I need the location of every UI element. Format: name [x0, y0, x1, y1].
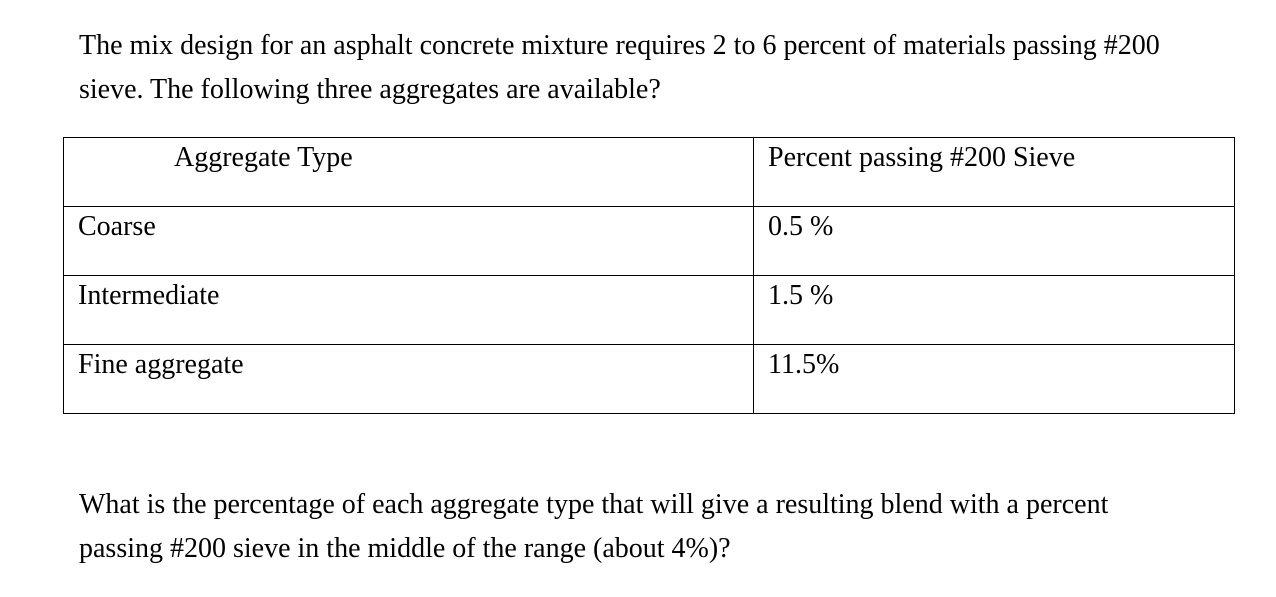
aggregate-name-cell: Intermediate [63, 275, 754, 345]
aggregate-name-cell: Fine aggregate [63, 344, 754, 414]
header-aggregate-type: Aggregate Type [63, 137, 754, 207]
problem-intro: The mix design for an asphalt concrete m… [79, 30, 1160, 105]
table-header-row: Aggregate Type Percent passing #200 Siev… [63, 137, 1235, 207]
table-row: Coarse 0.5 % [63, 206, 1235, 276]
aggregate-table: Aggregate Type Percent passing #200 Siev… [63, 137, 1235, 414]
problem-question: What is the percentage of each aggregate… [79, 489, 1109, 564]
percent-passing-cell: 11.5% [753, 344, 1235, 414]
table-row: Intermediate 1.5 % [63, 275, 1235, 345]
percent-passing-cell: 1.5 % [753, 275, 1235, 345]
header-percent-passing: Percent passing #200 Sieve [753, 137, 1235, 207]
percent-passing-cell: 0.5 % [753, 206, 1235, 276]
aggregate-name-cell: Coarse [63, 206, 754, 276]
table-row: Fine aggregate 11.5% [63, 344, 1235, 414]
